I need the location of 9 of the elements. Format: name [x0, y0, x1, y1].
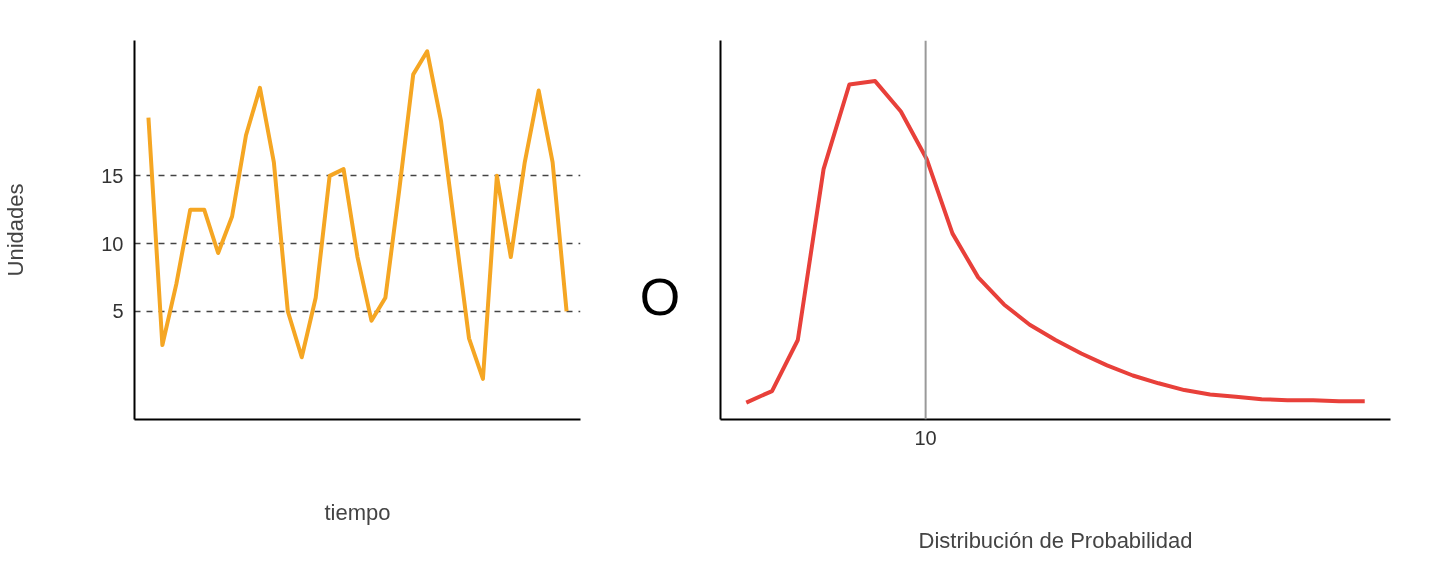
- line-series: [146, 49, 569, 381]
- text: 10: [914, 426, 937, 449]
- x-axis-title: tiempo: [324, 499, 391, 525]
- y-tick-label: 10: [101, 232, 124, 255]
- x-axis-title: Distribución de Probabilidad: [918, 527, 1193, 553]
- y-axis-title: Unidades: [3, 183, 29, 277]
- y-tick-label: 5: [112, 300, 124, 323]
- text: O: [639, 267, 681, 328]
- y-tick-label: 15: [101, 164, 124, 187]
